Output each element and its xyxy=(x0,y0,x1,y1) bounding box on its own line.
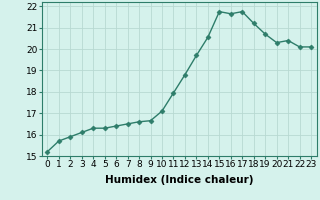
X-axis label: Humidex (Indice chaleur): Humidex (Indice chaleur) xyxy=(105,175,253,185)
